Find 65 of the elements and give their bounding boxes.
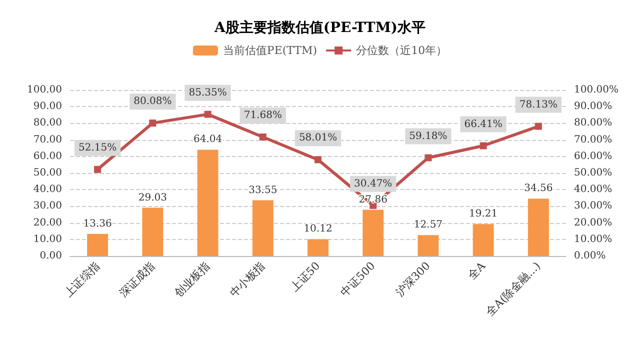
bar: [418, 235, 439, 256]
y2-tick-label: 0.00%: [574, 250, 606, 262]
x-tick-label: 深证成指: [116, 259, 158, 300]
point: [204, 110, 212, 118]
y-tick-label: 60.00: [33, 150, 62, 162]
legend-label: 分位数（近10年）: [356, 44, 448, 57]
data-label: 64.04: [193, 134, 222, 146]
data-label: 19.21: [469, 208, 498, 220]
data-label: 59.18%: [409, 130, 448, 142]
data-label: 29.03: [138, 192, 167, 204]
y2-tick-label: 100.00%: [574, 84, 618, 96]
data-label: 33.55: [248, 184, 278, 196]
data-label: 10.12: [304, 224, 332, 235]
point: [534, 122, 542, 130]
data-label: 52.15%: [78, 142, 117, 154]
y2-tick-label: 20.00%: [574, 217, 612, 228]
data-label: 30.47%: [354, 178, 392, 190]
y2-tick-label: 80.00%: [574, 118, 612, 129]
bar: [308, 239, 328, 256]
y-tick-label: 20.00: [33, 217, 62, 228]
y2-tick-label: 40.00%: [574, 184, 612, 196]
point: [480, 142, 487, 150]
y2-tick-label: 70.00%: [574, 134, 612, 146]
point: [94, 166, 102, 173]
y2-tick-label: 60.00%: [574, 150, 612, 162]
data-label: 34.56: [524, 183, 553, 194]
data-label: 78.13%: [519, 99, 558, 110]
point: [149, 120, 156, 127]
bar: [472, 224, 494, 256]
y2-tick-label: 10.00%: [574, 234, 612, 245]
bar: [87, 234, 108, 256]
chart-title: A股主要指数估值(PE-TTM)水平: [214, 19, 426, 36]
y-tick-label: 30.00: [33, 200, 62, 212]
x-tick-label: 全A: [465, 258, 489, 282]
y-tick-label: 100.00: [27, 84, 62, 96]
data-label: 71.68%: [244, 110, 282, 122]
y-tick-label: 90.00: [33, 101, 62, 112]
y2-tick-label: 90.00%: [574, 101, 612, 112]
y-tick-label: 70.00: [33, 134, 62, 146]
y-tick-label: 80.00: [33, 118, 62, 129]
x-tick-label: 上证综指: [62, 259, 102, 300]
bar: [142, 208, 164, 256]
bar: [528, 198, 549, 256]
y-tick-label: 40.00: [33, 184, 62, 196]
legend-label: 当前估值PE(TTM): [222, 44, 318, 57]
data-label: 80.08%: [134, 96, 172, 108]
bar: [252, 200, 274, 256]
x-tick-label: 上证50: [288, 259, 323, 294]
point: [424, 154, 432, 162]
data-label: 85.35%: [188, 87, 227, 98]
point: [314, 156, 322, 164]
y-tick-label: 0.00: [40, 250, 62, 262]
point: [259, 134, 266, 141]
bar: [197, 150, 218, 256]
data-label: 13.36: [83, 218, 112, 230]
y-tick-label: 10.00: [33, 234, 62, 245]
y2-tick-label: 30.00%: [574, 200, 612, 212]
y2-tick-label: 50.00%: [574, 168, 612, 178]
x-tick-label: 中小板指: [227, 259, 268, 300]
x-tick-label: 创业板指: [172, 259, 212, 300]
data-label: 66.41%: [464, 118, 502, 130]
y-tick-label: 50.00: [33, 168, 62, 178]
data-label: 58.01%: [298, 132, 338, 144]
bar: [362, 210, 384, 256]
data-label: 12.57: [414, 220, 443, 231]
